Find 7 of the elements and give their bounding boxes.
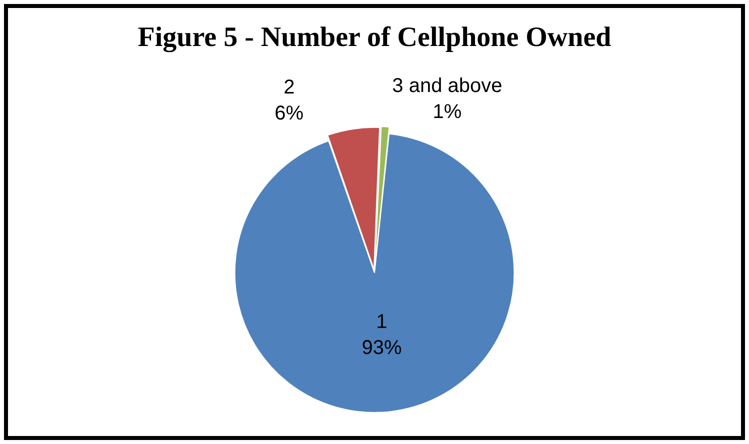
chart-title: Figure 5 - Number of Cellphone Owned: [138, 22, 612, 54]
slice-label: 2: [284, 76, 295, 98]
data-label: 1%: [432, 101, 462, 124]
data-label: 6%: [274, 102, 304, 124]
data-label: 93%: [362, 336, 402, 359]
slice-label: 1: [376, 310, 388, 333]
slice-label: 3 and above: [392, 75, 502, 98]
